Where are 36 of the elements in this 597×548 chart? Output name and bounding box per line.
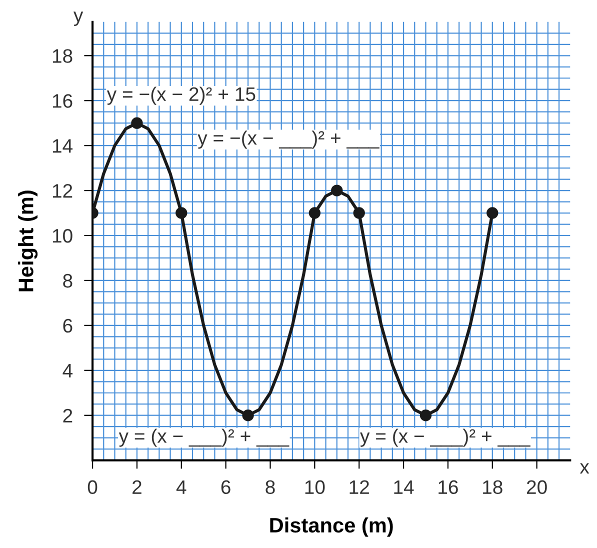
- text: x: [580, 463, 590, 474]
- y-tick-label: 14: [52, 139, 73, 153]
- x-tick-label: 14: [394, 480, 414, 494]
- x-tick-label: 12: [350, 480, 369, 494]
- x-tick-label: 4: [176, 480, 186, 494]
- y-tick-label: 8: [63, 274, 72, 288]
- y-tick-label: 2: [63, 408, 72, 422]
- x-tick-label: 18: [483, 480, 502, 494]
- y-tick-label: 18: [52, 49, 72, 63]
- y-tick-label: 4: [62, 364, 73, 378]
- text: y: [73, 12, 84, 26]
- point: [242, 410, 254, 422]
- x-axis-title: Distance (m): [270, 517, 393, 537]
- y-tick-label: 12: [52, 184, 72, 198]
- point: [420, 410, 432, 422]
- x-tick-label: 16: [438, 480, 458, 494]
- point: [176, 207, 188, 219]
- x-tick-label: 20: [526, 480, 547, 494]
- y-tick-label: 10: [52, 228, 72, 243]
- x-tick-label: 10: [305, 480, 325, 494]
- x-tick-label: 2: [132, 480, 142, 494]
- annotation: y = −(x − 2)² + 15: [106, 86, 256, 105]
- x-tick-label: 6: [221, 480, 230, 494]
- annotation: y = (x − ___)² + ___: [360, 428, 530, 447]
- y-tick-label: 16: [52, 94, 72, 108]
- y-tick-label: 6: [63, 318, 72, 333]
- annotation: y = (x − ___)² + ___: [118, 428, 290, 447]
- x-tick-label: 0: [88, 480, 98, 494]
- point: [131, 117, 143, 129]
- y-axis-title: Height (m): [18, 190, 38, 292]
- x-tick-label: 8: [266, 480, 275, 494]
- point: [353, 207, 365, 219]
- point: [486, 207, 498, 219]
- point: [308, 207, 321, 219]
- point: [331, 184, 343, 196]
- annotation: y = −(x − ___)² + ___: [198, 130, 380, 149]
